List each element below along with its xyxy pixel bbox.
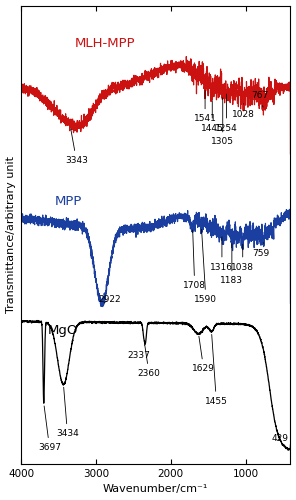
Text: 1305: 1305 xyxy=(211,98,234,146)
X-axis label: Wavenumber/cm⁻¹: Wavenumber/cm⁻¹ xyxy=(103,484,208,494)
Text: 3343: 3343 xyxy=(65,129,88,165)
Text: 2360: 2360 xyxy=(138,342,160,378)
Text: 3697: 3697 xyxy=(38,406,61,452)
Text: 759: 759 xyxy=(252,242,269,258)
Text: MgO: MgO xyxy=(47,324,78,338)
Text: 1038: 1038 xyxy=(231,244,254,272)
Text: 1028: 1028 xyxy=(232,104,255,118)
Text: 1445: 1445 xyxy=(201,100,224,132)
Text: MPP: MPP xyxy=(55,194,82,207)
Y-axis label: Transmittance/arbitrary unit: Transmittance/arbitrary unit xyxy=(6,156,16,314)
Text: 2337: 2337 xyxy=(127,344,150,359)
Text: 1455: 1455 xyxy=(205,334,228,406)
Text: 767: 767 xyxy=(251,91,268,107)
Text: 1183: 1183 xyxy=(220,244,243,286)
Text: 1254: 1254 xyxy=(215,94,238,132)
Text: 1629: 1629 xyxy=(192,336,215,374)
Text: 1316: 1316 xyxy=(210,237,234,272)
Text: MLH-MPP: MLH-MPP xyxy=(75,37,136,50)
Text: 1708: 1708 xyxy=(183,230,206,290)
Text: 1590: 1590 xyxy=(194,230,217,304)
Text: 3434: 3434 xyxy=(56,387,79,438)
Text: 1541: 1541 xyxy=(194,90,216,124)
Text: 2922: 2922 xyxy=(98,295,121,304)
Text: 429: 429 xyxy=(271,434,289,450)
